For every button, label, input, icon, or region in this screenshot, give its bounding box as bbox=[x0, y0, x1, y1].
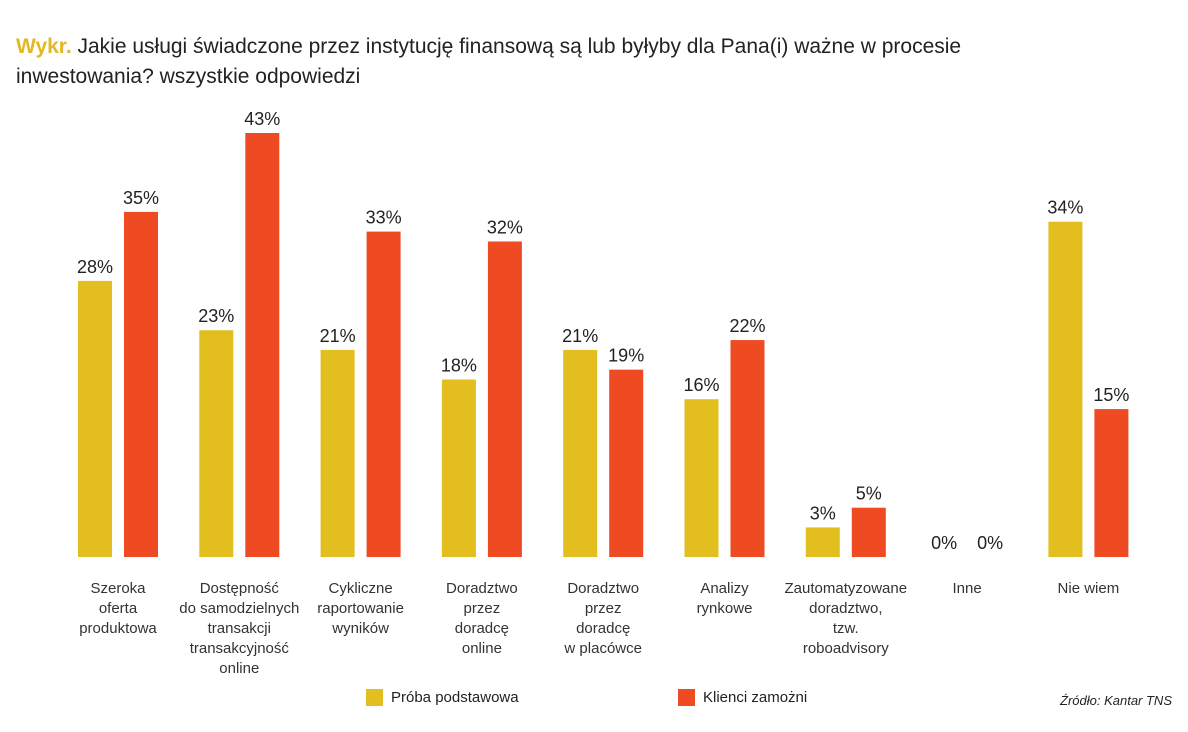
data-label-a-6: 3% bbox=[810, 503, 836, 523]
bar-klienci-zamozni-2 bbox=[366, 231, 401, 557]
bar-proba-podstawowa-4 bbox=[563, 349, 598, 557]
data-label-a-3: 18% bbox=[441, 356, 477, 376]
bar-proba-podstawowa-0 bbox=[78, 280, 112, 557]
data-label-b-5: 22% bbox=[729, 316, 765, 336]
data-label-a-7: 0% bbox=[931, 533, 957, 553]
data-label-b-6: 5% bbox=[856, 484, 882, 504]
bar-klienci-zamozni-8 bbox=[1094, 409, 1129, 557]
data-label-a-5: 16% bbox=[683, 375, 719, 395]
bar-klienci-zamozni-0 bbox=[124, 211, 158, 557]
data-label-b-1: 43% bbox=[244, 109, 280, 129]
bar-klienci-zamozni-3 bbox=[487, 241, 522, 557]
data-label-b-2: 33% bbox=[366, 208, 402, 228]
data-label-b-0: 35% bbox=[123, 188, 159, 208]
category-label-6: Zautomatyzowane doradztwo, tzw. roboadvisor… bbox=[785, 580, 908, 657]
legend-item-series-b: Klienci zamożni bbox=[678, 687, 807, 707]
category-label-3: Doradztwo przez doradcę online bbox=[446, 580, 518, 657]
category-label-7: Inne bbox=[952, 580, 981, 597]
legend-label-a: Próba podstawowa bbox=[391, 688, 519, 706]
bar-proba-podstawowa-6 bbox=[805, 527, 840, 557]
chart-title: Wykr. Jakie usługi świadczone przez inst… bbox=[16, 32, 1056, 92]
bar-proba-podstawowa-2 bbox=[320, 349, 355, 557]
bar-klienci-zamozni-6 bbox=[851, 507, 886, 557]
bar-proba-podstawowa-1 bbox=[199, 330, 234, 557]
legend-swatch-a bbox=[366, 688, 383, 706]
data-label-a-0: 28% bbox=[77, 257, 113, 277]
category-label-4: Doradztwo przez doradcę w placówce bbox=[563, 580, 642, 657]
data-label-a-4: 21% bbox=[562, 326, 598, 346]
category-label-5: Analizy rynkowe bbox=[697, 580, 753, 617]
data-label-a-2: 21% bbox=[320, 326, 356, 346]
bar-proba-podstawowa-5 bbox=[684, 399, 719, 557]
legend-label-b: Klienci zamożni bbox=[703, 688, 808, 706]
category-label-0: Szeroka oferta produktowa bbox=[79, 580, 157, 637]
category-label-1: Dostępność do samodzielnych transakcji tran… bbox=[179, 580, 299, 677]
legend-item-series-a: Próba podstawowa bbox=[366, 687, 519, 707]
data-label-b-4: 19% bbox=[608, 346, 644, 366]
bar-proba-podstawowa-3 bbox=[441, 379, 476, 557]
data-label-b-8: 15% bbox=[1093, 385, 1129, 405]
bar-klienci-zamozni-1 bbox=[245, 133, 280, 557]
chart-title-text: Jakie usługi świadczone przez instytucję… bbox=[16, 35, 962, 88]
bar-klienci-zamozni-4 bbox=[609, 369, 644, 557]
category-label-2: Cykliczne raportowanie wyników bbox=[317, 580, 404, 637]
data-label-a-8: 34% bbox=[1047, 198, 1083, 218]
legend-swatch-b bbox=[678, 688, 695, 706]
data-label-b-7: 0% bbox=[977, 533, 1003, 553]
chart-title-prefix: Wykr. bbox=[16, 35, 72, 58]
bar-klienci-zamozni-5 bbox=[730, 340, 765, 557]
source-note: Źródło: Kantar TNS bbox=[1060, 693, 1172, 708]
data-label-a-1: 23% bbox=[198, 306, 234, 326]
data-label-b-3: 32% bbox=[487, 217, 523, 237]
bar-proba-podstawowa-8 bbox=[1048, 221, 1083, 557]
category-label-8: Nie wiem bbox=[1058, 580, 1120, 597]
